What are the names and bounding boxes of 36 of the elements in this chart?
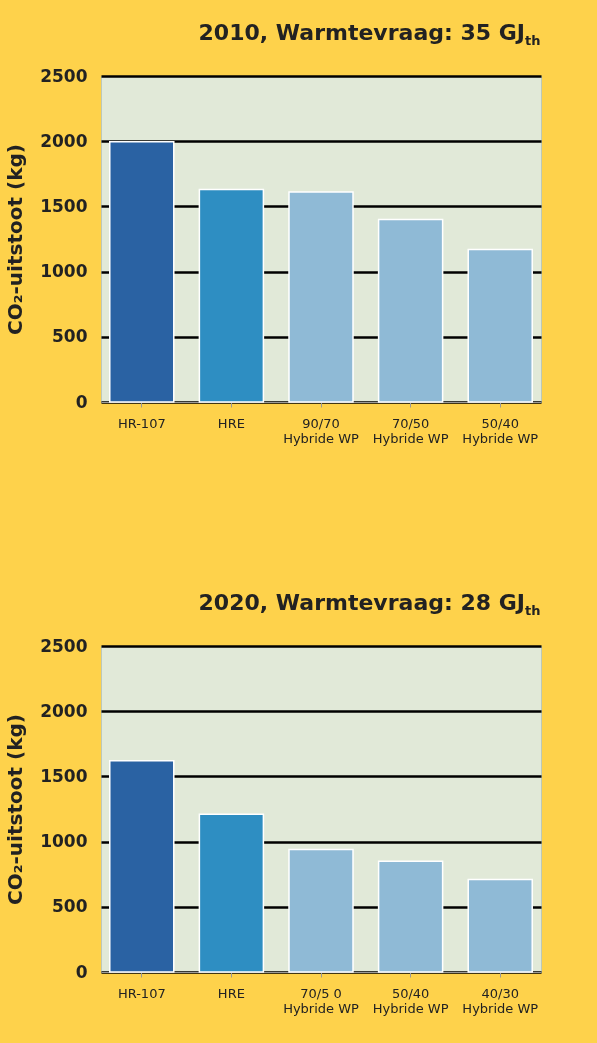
y-tick-label: 0 [75,961,88,982]
y-tick-label: 2500 [40,635,88,656]
y-tick-label: 2500 [40,65,88,86]
y-tick-label: 2000 [40,700,88,721]
y-axis-title: CO₂-uitstoot (kg) [3,714,28,905]
x-tick-label: HRE [217,415,245,431]
x-tick-label: 70/5 0 Hybride WP [283,985,360,1016]
y-tick-label: 1000 [40,831,88,852]
x-tick-label: 70/50 Hybride WP [372,415,449,446]
x-tick-label: HR-107 [117,985,166,1001]
x-tick-label: 40/30 Hybride WP [462,985,539,1016]
x-tick-label: 90/70 Hybride WP [283,415,360,446]
bar [198,188,265,403]
bar [288,848,354,973]
y-tick-label: 1500 [40,765,88,786]
bar [377,218,444,403]
chart-title: 2010, Warmtevraag: 35 GJ$_{th}$ [197,19,542,51]
bar [198,813,265,973]
bar [467,248,533,403]
x-tick-label: 50/40 Hybride WP [462,415,539,446]
bar [288,191,354,403]
bar [377,860,444,973]
y-tick-label: 1000 [40,261,88,282]
chart-title: 2020, Warmtevraag: 28 GJ$_{th}$ [197,589,542,621]
y-tick-label: 2000 [40,130,88,151]
y-tick-label: 1500 [40,195,88,216]
x-tick-label: HR-107 [117,415,166,431]
bar [467,878,533,973]
y-tick-label: 500 [52,326,88,347]
y-axis-title: CO₂-uitstoot (kg) [3,144,28,335]
x-tick-label: 50/40 Hybride WP [372,985,449,1016]
bar [109,760,175,973]
y-tick-label: 0 [75,391,88,412]
bar [109,141,175,403]
x-tick-label: HRE [217,985,245,1001]
y-tick-label: 500 [52,896,88,917]
